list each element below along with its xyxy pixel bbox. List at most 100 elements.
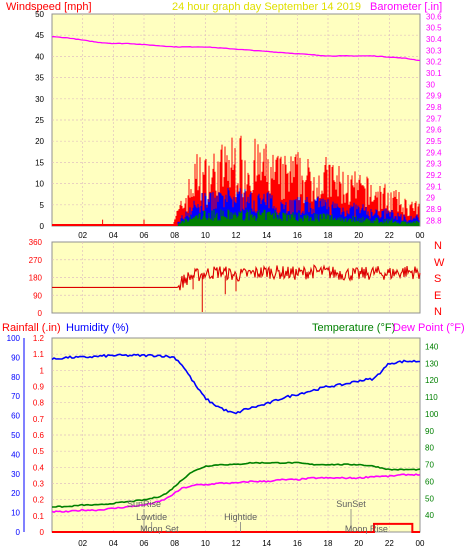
temperature-tick-label: 90 (425, 427, 434, 436)
wind-panel-x-tick-label: 20 (354, 231, 363, 240)
event-label: Lowtide (136, 512, 167, 522)
windspeed-tick-label: 45 (35, 31, 44, 40)
temperature-tick-label: 100 (425, 410, 439, 419)
barometer-tick-label: 28.8 (426, 216, 442, 225)
humidity-tick-label: 20 (11, 489, 20, 498)
rainfall-tick-label: 0.4 (33, 463, 45, 472)
event-label: Moon Set (140, 524, 179, 534)
temperature-tick-label: 80 (425, 444, 434, 453)
barometer-tick-label: 28.9 (426, 205, 442, 214)
rainfall-tick-label: 0.1 (33, 512, 45, 521)
barometer-tick-label: 29.2 (426, 171, 442, 180)
climate-panel-x-tick-label: 08 (170, 539, 179, 548)
barometer-tick-label: 30.1 (426, 69, 442, 78)
temperature-series (52, 461, 421, 508)
climate-panel-x-tick-label: 04 (109, 539, 118, 548)
wind-direction-series (52, 264, 421, 291)
temperature-axis-title: Temperature (°F) (312, 322, 395, 334)
dewpoint-series (51, 473, 421, 514)
rainfall-tick-label: 0.6 (33, 431, 45, 440)
rainfall-tick-label: 0.7 (33, 415, 45, 424)
barometer-tick-label: 30.4 (426, 35, 442, 44)
climate-panel-x-tick-label: 18 (324, 539, 333, 548)
windspeed-tick-label: 20 (35, 137, 44, 146)
rainfall-tick-label: 0.9 (33, 383, 45, 392)
windspeed-tick-label: 35 (35, 74, 44, 83)
rainfall-tick-label: 0 (40, 528, 45, 537)
compass-label-n-top: N (434, 240, 442, 252)
barometer-tick-label: 29.1 (426, 182, 442, 191)
temperature-tick-label: 140 (425, 342, 439, 351)
barometer-tick-label: 29.6 (426, 126, 442, 135)
humidity-tick-label: 50 (11, 431, 20, 440)
barometer-tick-label: 29.4 (426, 148, 442, 157)
direction-tick-label: 90 (33, 291, 42, 300)
barometer-series (52, 36, 421, 62)
rainfall-tick-label: 0.5 (33, 447, 45, 456)
rainfall-tick-label: 0.3 (33, 480, 45, 489)
barometer-tick-label: 30 (426, 80, 435, 89)
temperature-tick-label: 120 (425, 376, 439, 385)
climate-panel-x-tick-label: 02 (78, 539, 87, 548)
windspeed-tick-label: 25 (35, 116, 44, 125)
wind-panel-x-tick-label: 08 (170, 231, 179, 240)
barometer-tick-label: 30.6 (426, 12, 442, 21)
direction-tick-label: 360 (29, 238, 43, 247)
windspeed-axis-title: Windspeed [mph] (6, 1, 92, 13)
temperature-tick-label: 40 (425, 511, 434, 520)
climate-panel-x-tick-label: 22 (385, 539, 394, 548)
event-label: Moon Rise (345, 524, 388, 534)
climate-panel-x-tick-label: 16 (293, 539, 302, 548)
compass-label-n-bottom: N (434, 306, 442, 318)
rainfall-tick-label: 1.1 (33, 350, 45, 359)
direction-tick-label: 0 (38, 309, 43, 318)
humidity-series (51, 353, 421, 415)
humidity-tick-label: 70 (11, 392, 20, 401)
wind-panel-x-tick-label: 22 (385, 231, 394, 240)
wind-panel-x-tick-label: 18 (324, 231, 333, 240)
humidity-tick-label: 80 (11, 373, 20, 382)
humidity-tick-label: 100 (7, 334, 21, 343)
wind-panel-x-tick-label: 16 (293, 231, 302, 240)
climate-panel-x-tick-label: 20 (354, 539, 363, 548)
climate-panel-x-tick-label: 06 (140, 539, 149, 548)
event-label: Hightide (224, 512, 257, 522)
barometer-tick-label: 29.9 (426, 92, 442, 101)
direction-tick-label: 180 (29, 274, 43, 283)
wind-panel-x-tick-label: 06 (140, 231, 149, 240)
rainfall-tick-label: 0.2 (33, 496, 45, 505)
temperature-tick-label: 130 (425, 359, 439, 368)
barometer-tick-label: 29.7 (426, 114, 442, 123)
barometer-tick-label: 30.2 (426, 58, 442, 67)
climate-panel-x-tick-label: 12 (232, 539, 241, 548)
compass-label-e: E (434, 290, 441, 302)
windspeed-tick-label: 0 (40, 222, 45, 231)
barometer-tick-label: 29.3 (426, 160, 442, 169)
climate-panel-x-tick-label: 00 (416, 539, 425, 548)
windspeed-tick-label: 15 (35, 158, 44, 167)
barometer-tick-label: 30.3 (426, 46, 442, 55)
windspeed-tick-label: 50 (35, 10, 44, 19)
humidity-tick-label: 90 (11, 353, 20, 362)
humidity-tick-label: 40 (11, 450, 20, 459)
rainfall-series (52, 522, 420, 533)
direction-tick-label: 270 (29, 256, 43, 265)
compass-label-s: S (434, 273, 441, 285)
temperature-tick-label: 60 (425, 477, 434, 486)
humidity-tick-label: 0 (16, 528, 21, 537)
climate-panel-x-tick-label: 10 (201, 539, 210, 548)
wind-panel-x-tick-label: 12 (232, 231, 241, 240)
humidity-tick-label: 60 (11, 412, 20, 421)
humidity-tick-label: 30 (11, 470, 20, 479)
rainfall-axis-title: Rainfall (.in) (2, 322, 61, 334)
barometer-tick-label: 29.5 (426, 137, 442, 146)
barometer-tick-label: 30.5 (426, 24, 442, 33)
temperature-tick-label: 50 (425, 494, 434, 503)
wind-panel-x-tick-label: 14 (262, 231, 271, 240)
climate-panel-x-tick-label: 14 (262, 539, 271, 548)
compass-label-w: W (434, 257, 445, 269)
windspeed-tick-label: 10 (35, 180, 44, 189)
rainfall-tick-label: 0.8 (33, 399, 45, 408)
windspeed-tick-label: 40 (35, 52, 44, 61)
